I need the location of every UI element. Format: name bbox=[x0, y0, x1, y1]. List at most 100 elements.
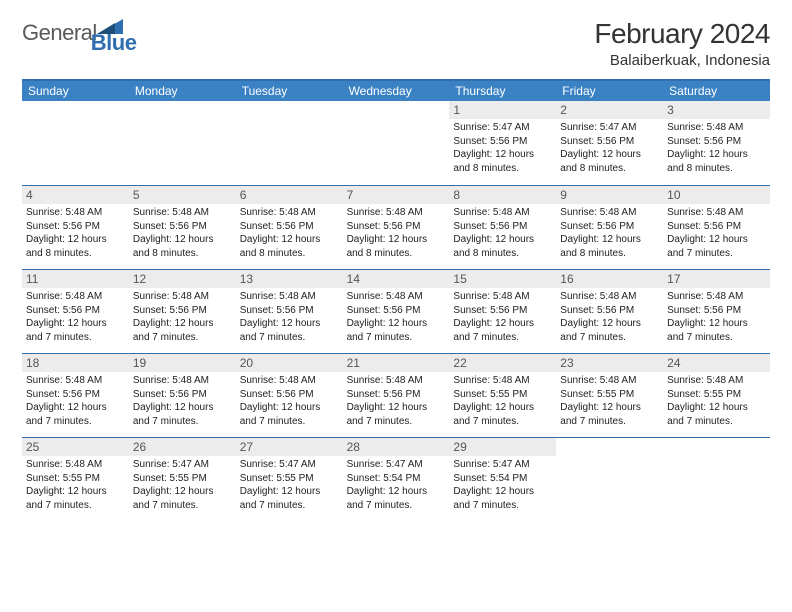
day-number: 3 bbox=[663, 101, 770, 119]
day-number: 24 bbox=[663, 354, 770, 372]
daylight-line: Daylight: 12 hours and 7 minutes. bbox=[347, 317, 446, 344]
weekday-header: Friday bbox=[556, 81, 663, 101]
daylight-line: Daylight: 12 hours and 7 minutes. bbox=[26, 485, 125, 512]
daylight-line: Daylight: 12 hours and 8 minutes. bbox=[667, 148, 766, 175]
day-number: 6 bbox=[236, 186, 343, 204]
daylight-line: Daylight: 12 hours and 7 minutes. bbox=[26, 317, 125, 344]
day-cell: 20Sunrise: 5:48 AMSunset: 5:56 PMDayligh… bbox=[236, 354, 343, 437]
sunrise-line: Sunrise: 5:48 AM bbox=[347, 374, 446, 388]
day-cell: 1Sunrise: 5:47 AMSunset: 5:56 PMDaylight… bbox=[449, 101, 556, 185]
sunset-line: Sunset: 5:56 PM bbox=[347, 304, 446, 318]
day-number: 10 bbox=[663, 186, 770, 204]
day-cell: 0 bbox=[129, 101, 236, 185]
daylight-line: Daylight: 12 hours and 8 minutes. bbox=[560, 148, 659, 175]
location-label: Balaiberkuak, Indonesia bbox=[594, 52, 770, 69]
day-number: 17 bbox=[663, 270, 770, 288]
day-number: 7 bbox=[343, 186, 450, 204]
sunset-line: Sunset: 5:56 PM bbox=[133, 388, 232, 402]
sunrise-line: Sunrise: 5:48 AM bbox=[560, 374, 659, 388]
day-cell: 8Sunrise: 5:48 AMSunset: 5:56 PMDaylight… bbox=[449, 186, 556, 269]
sunrise-line: Sunrise: 5:48 AM bbox=[667, 374, 766, 388]
sunrise-line: Sunrise: 5:47 AM bbox=[240, 458, 339, 472]
day-number: 4 bbox=[22, 186, 129, 204]
day-number: 8 bbox=[449, 186, 556, 204]
daylight-line: Daylight: 12 hours and 7 minutes. bbox=[560, 401, 659, 428]
sunrise-line: Sunrise: 5:48 AM bbox=[667, 206, 766, 220]
daylight-line: Daylight: 12 hours and 8 minutes. bbox=[453, 148, 552, 175]
daylight-line: Daylight: 12 hours and 8 minutes. bbox=[26, 233, 125, 260]
day-cell: 24Sunrise: 5:48 AMSunset: 5:55 PMDayligh… bbox=[663, 354, 770, 437]
day-cell: 16Sunrise: 5:48 AMSunset: 5:56 PMDayligh… bbox=[556, 270, 663, 353]
daylight-line: Daylight: 12 hours and 7 minutes. bbox=[453, 485, 552, 512]
sunrise-line: Sunrise: 5:47 AM bbox=[560, 121, 659, 135]
day-number: 12 bbox=[129, 270, 236, 288]
week-row: 18Sunrise: 5:48 AMSunset: 5:56 PMDayligh… bbox=[22, 353, 770, 437]
sunrise-line: Sunrise: 5:48 AM bbox=[347, 290, 446, 304]
day-number: 21 bbox=[343, 354, 450, 372]
day-cell: 6Sunrise: 5:48 AMSunset: 5:56 PMDaylight… bbox=[236, 186, 343, 269]
day-cell: 23 Sunrise: 5:48 AMSunset: 5:55 PMDayligh… bbox=[556, 354, 663, 437]
day-cell: 29Sunrise: 5:47 AMSunset: 5:54 PMDayligh… bbox=[449, 438, 556, 521]
sunrise-line: Sunrise: 5:48 AM bbox=[560, 290, 659, 304]
sunrise-line: Sunrise: 5:48 AM bbox=[240, 290, 339, 304]
week-row: 11Sunrise: 5:48 AMSunset: 5:56 PMDayligh… bbox=[22, 269, 770, 353]
title-block: February 2024 Balaiberkuak, Indonesia bbox=[594, 18, 770, 69]
day-cell: 2Sunrise: 5:47 AMSunset: 5:56 PMDaylight… bbox=[556, 101, 663, 185]
sunrise-line: Sunrise: 5:48 AM bbox=[453, 206, 552, 220]
daylight-line: Daylight: 12 hours and 7 minutes. bbox=[240, 317, 339, 344]
day-cell: 9Sunrise: 5:48 AMSunset: 5:56 PMDaylight… bbox=[556, 186, 663, 269]
day-cell: 0 bbox=[22, 101, 129, 185]
day-number: 27 bbox=[236, 438, 343, 456]
day-cell: 19Sunrise: 5:48 AMSunset: 5:56 PMDayligh… bbox=[129, 354, 236, 437]
day-number: 23 bbox=[556, 354, 663, 372]
day-number: 28 bbox=[343, 438, 450, 456]
day-cell: 7Sunrise: 5:48 AMSunset: 5:56 PMDaylight… bbox=[343, 186, 450, 269]
daylight-line: Daylight: 12 hours and 7 minutes. bbox=[667, 401, 766, 428]
daylight-line: Daylight: 12 hours and 7 minutes. bbox=[240, 401, 339, 428]
sunrise-line: Sunrise: 5:48 AM bbox=[133, 374, 232, 388]
sunset-line: Sunset: 5:56 PM bbox=[26, 304, 125, 318]
sunset-line: Sunset: 5:56 PM bbox=[453, 304, 552, 318]
day-cell: 14Sunrise: 5:48 AMSunset: 5:56 PMDayligh… bbox=[343, 270, 450, 353]
day-cell: 0 bbox=[343, 101, 450, 185]
sunrise-line: Sunrise: 5:47 AM bbox=[453, 458, 552, 472]
sunset-line: Sunset: 5:56 PM bbox=[26, 388, 125, 402]
day-number: 19 bbox=[129, 354, 236, 372]
day-number: 22 bbox=[449, 354, 556, 372]
sunrise-line: Sunrise: 5:48 AM bbox=[26, 458, 125, 472]
sunrise-line: Sunrise: 5:48 AM bbox=[240, 374, 339, 388]
sunset-line: Sunset: 5:55 PM bbox=[133, 472, 232, 486]
daylight-line: Daylight: 12 hours and 7 minutes. bbox=[240, 485, 339, 512]
sunrise-line: Sunrise: 5:48 AM bbox=[26, 374, 125, 388]
daylight-line: Daylight: 12 hours and 8 minutes. bbox=[347, 233, 446, 260]
day-cell: 15Sunrise: 5:48 AMSunset: 5:56 PMDayligh… bbox=[449, 270, 556, 353]
sunset-line: Sunset: 5:56 PM bbox=[240, 304, 339, 318]
week-row: 25Sunrise: 5:48 AMSunset: 5:55 PMDayligh… bbox=[22, 437, 770, 521]
daylight-line: Daylight: 12 hours and 8 minutes. bbox=[560, 233, 659, 260]
sunset-line: Sunset: 5:56 PM bbox=[560, 220, 659, 234]
sunset-line: Sunset: 5:55 PM bbox=[560, 388, 659, 402]
weekday-header: Thursday bbox=[449, 81, 556, 101]
logo-text-general: General bbox=[22, 20, 97, 46]
sunrise-line: Sunrise: 5:48 AM bbox=[453, 290, 552, 304]
sunset-line: Sunset: 5:56 PM bbox=[26, 220, 125, 234]
day-number: 18 bbox=[22, 354, 129, 372]
daylight-line: Daylight: 12 hours and 7 minutes. bbox=[667, 233, 766, 260]
daylight-line: Daylight: 12 hours and 7 minutes. bbox=[133, 485, 232, 512]
day-cell: 28Sunrise: 5:47 AMSunset: 5:54 PMDayligh… bbox=[343, 438, 450, 521]
day-cell: 12Sunrise: 5:48 AMSunset: 5:56 PMDayligh… bbox=[129, 270, 236, 353]
weekday-header: Sunday bbox=[22, 81, 129, 101]
brand-logo: General Blue bbox=[22, 20, 172, 46]
day-cell: 13Sunrise: 5:48 AMSunset: 5:56 PMDayligh… bbox=[236, 270, 343, 353]
day-cell: 17Sunrise: 5:48 AMSunset: 5:56 PMDayligh… bbox=[663, 270, 770, 353]
sunset-line: Sunset: 5:56 PM bbox=[667, 220, 766, 234]
day-number: 11 bbox=[22, 270, 129, 288]
day-number: 25 bbox=[22, 438, 129, 456]
day-cell: 11Sunrise: 5:48 AMSunset: 5:56 PMDayligh… bbox=[22, 270, 129, 353]
sunset-line: Sunset: 5:56 PM bbox=[453, 135, 552, 149]
day-cell: 10 Sunrise: 5:48 AMSunset: 5:56 PMDayligh… bbox=[663, 186, 770, 269]
sunrise-line: Sunrise: 5:47 AM bbox=[347, 458, 446, 472]
month-title: February 2024 bbox=[594, 18, 770, 50]
day-cell: 21Sunrise: 5:48 AMSunset: 5:56 PMDayligh… bbox=[343, 354, 450, 437]
sunset-line: Sunset: 5:54 PM bbox=[453, 472, 552, 486]
